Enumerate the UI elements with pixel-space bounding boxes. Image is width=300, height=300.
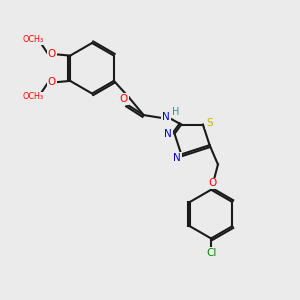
Text: OCH₃: OCH₃ [23,35,44,44]
Text: O: O [209,178,217,188]
Text: N: N [164,129,172,139]
Text: Cl: Cl [206,248,216,258]
Text: O: O [48,77,56,87]
Text: O: O [48,49,56,59]
Text: N: N [173,153,181,163]
Text: S: S [206,118,213,128]
Text: OCH₃: OCH₃ [23,92,44,101]
Text: O: O [120,94,128,104]
Text: H: H [172,106,179,116]
Text: N: N [162,112,170,122]
